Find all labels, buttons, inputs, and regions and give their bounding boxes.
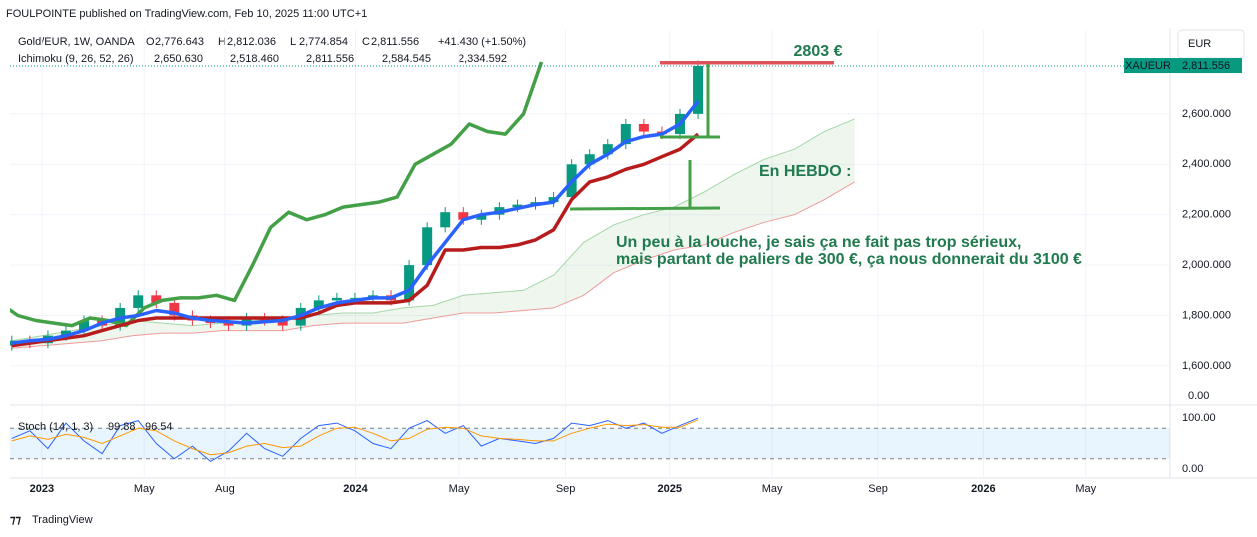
candle-body [440, 212, 451, 228]
ichimoku-value: 2,334.592 [458, 53, 507, 65]
ichimoku-value: 2,811.556 [306, 53, 354, 65]
ohlc-letter: H [218, 36, 226, 48]
ohlc-value: 2,774.854 [299, 36, 348, 48]
candle-body [693, 66, 704, 114]
stoch-value: 99.88 [108, 421, 136, 433]
ticker: XAUEUR [1125, 60, 1171, 72]
candle-body [458, 212, 469, 220]
currency: EUR [1188, 38, 1211, 50]
pane [10, 417, 1170, 463]
price-label: 2,811.556 [1182, 60, 1230, 72]
x-tick-label: Aug [215, 483, 235, 495]
x-tick-label: May [134, 483, 155, 495]
candle-body [422, 227, 433, 266]
candle-body [151, 295, 162, 303]
candle-body [638, 123, 649, 132]
ohlc-value: 2,812.036 [227, 36, 276, 48]
candle-body [223, 323, 234, 326]
y-tick-label: 2,400.000 [1182, 158, 1231, 170]
ohlc-letter: L [290, 36, 296, 48]
indicator-line [10, 61, 544, 328]
logo-mark: ⁊⁊ [10, 514, 21, 526]
x-tick-label: Sep [868, 483, 888, 495]
candle-body [133, 295, 144, 308]
x-tick-label: May [1075, 483, 1096, 495]
stoch-line [11, 417, 699, 463]
logo: ⁊⁊ TradingView [10, 514, 93, 526]
cloud [11, 118, 855, 349]
x-tick-label: May [449, 483, 470, 495]
candle-body [584, 154, 595, 165]
drawing-line [569, 206, 721, 211]
pane [10, 60, 1170, 351]
ichimoku-label: Ichimoku (9, 26, 52, 26) [18, 53, 134, 65]
candle-body [60, 330, 71, 336]
y-tick-label: 1,600.000 [1182, 360, 1231, 372]
candle-body [79, 320, 90, 331]
stoch-band [10, 428, 1170, 459]
y-tick-label: 2,200.000 [1182, 209, 1231, 221]
ichimoku-value: 2,584.545 [382, 53, 431, 65]
annotation: En HEBDO : [759, 163, 851, 180]
candle-body [331, 297, 342, 301]
indicator-line [11, 100, 700, 345]
legend: Gold/EUR, 1W, OANDA Ichimoku (9, 26, 52,… [18, 36, 135, 65]
y-tick-label: 0.00 [1182, 463, 1203, 475]
annotation: Un peu à la louche, je sais ça ne fait p… [616, 234, 1021, 251]
candle-body [476, 214, 487, 220]
ohlc-value: 2,776.643 [155, 36, 204, 48]
ohlc-value: 2,811.556 [371, 36, 419, 48]
stoch-value: 96.54 [145, 421, 173, 433]
x-tick-label: 2023 [30, 483, 54, 495]
currency-box[interactable] [1177, 29, 1245, 59]
cloud-line [11, 181, 855, 349]
ohlc-letter: C [362, 36, 370, 48]
candle-body [277, 320, 288, 326]
candle-body [602, 144, 613, 155]
candle-body [349, 297, 360, 299]
change: +41.430 (+1.50%) [438, 36, 526, 48]
byline: FOULPOINTE published on TradingView.com,… [6, 8, 367, 20]
x-tick-label: 2024 [343, 483, 368, 495]
x-tick-label: Sep [556, 483, 576, 495]
candle-body [169, 302, 180, 316]
candle-body [620, 123, 631, 145]
x-tick-label: 2025 [658, 483, 682, 495]
candle-body [404, 265, 415, 301]
stray-axis-label: 0.00 [1188, 390, 1209, 402]
y-tick-label: 2,000.000 [1182, 259, 1231, 271]
x-tick-label: May [762, 483, 783, 495]
level-label: 2803 € [794, 43, 843, 60]
stoch-title: Stoch (14, 1, 3) [18, 421, 93, 433]
y-tick-label: 1,800.000 [1182, 309, 1231, 321]
cloud-line [11, 118, 855, 342]
price-tag [1172, 58, 1242, 74]
ichimoku-value: 2,518.460 [230, 53, 279, 65]
stoch-line [11, 419, 699, 456]
candle-body [313, 300, 324, 308]
ichimoku-value: 2,650.630 [154, 53, 203, 65]
indicator-line [11, 132, 700, 348]
symbol: Gold/EUR, 1W, OANDA [18, 36, 135, 48]
footer: TradingView [32, 514, 93, 526]
y-tick-label: 100.00 [1182, 412, 1216, 424]
ohlc-letter: O [146, 36, 155, 48]
candle-body [512, 204, 523, 208]
y-tick-label: 2,600.000 [1182, 108, 1231, 120]
ticker-tag [1124, 58, 1172, 74]
annotation: mais partant de paliers de 300 €, ça nou… [616, 251, 1082, 268]
x-tick-label: 2026 [971, 483, 995, 495]
